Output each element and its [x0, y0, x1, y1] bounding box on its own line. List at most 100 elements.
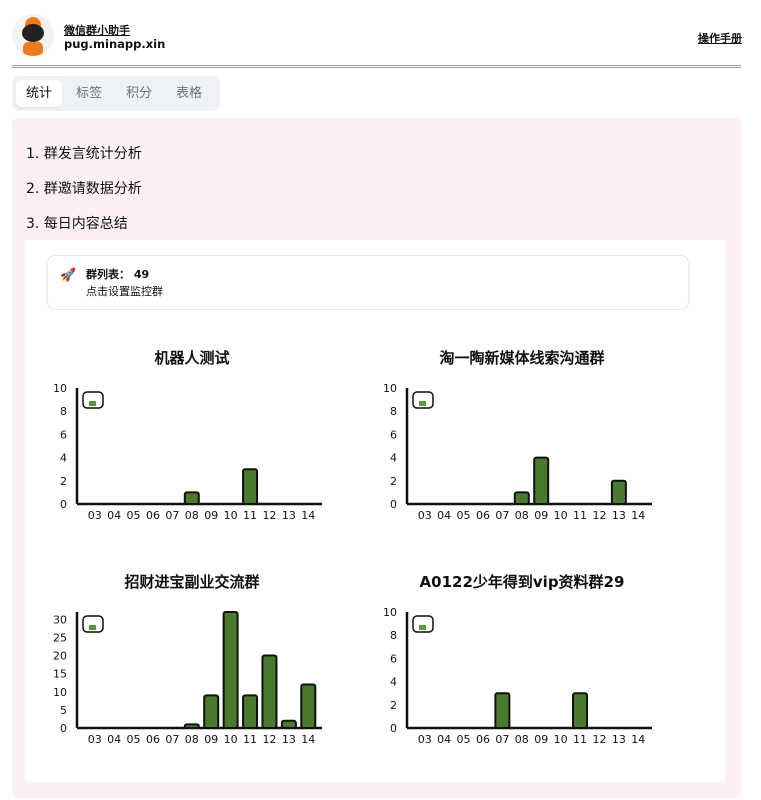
y-tick-label: 10: [53, 382, 67, 395]
x-tick-label: 03: [418, 733, 432, 746]
legend-box: [82, 615, 104, 633]
y-tick-label: 10: [53, 686, 67, 699]
y-tick-label: 2: [390, 475, 397, 488]
setup-monitor-link[interactable]: 点击设置监控群: [86, 285, 163, 298]
chart-title: 招财进宝副业交流群: [124, 573, 259, 591]
y-tick-label: 15: [53, 668, 67, 681]
x-tick-label: 09: [534, 733, 548, 746]
tab-table[interactable]: 表格: [176, 86, 203, 101]
x-tick-label: 14: [301, 509, 315, 522]
x-tick-label: 13: [282, 509, 296, 522]
y-tick-label: 6: [390, 428, 397, 441]
x-tick-label: 03: [88, 509, 102, 522]
bar: [300, 683, 317, 729]
x-tick-label: 04: [437, 733, 451, 746]
x-tick-label: 06: [476, 509, 490, 522]
menu-item-speech-stats[interactable]: 1. 群发言统计分析: [26, 146, 142, 162]
x-tick-label: 09: [204, 509, 218, 522]
x-tick-label: 10: [224, 733, 238, 746]
legend-swatch: [89, 625, 96, 630]
group-count: 49: [133, 268, 150, 281]
y-tick-label: 0: [390, 722, 397, 735]
chart-title: 淘一陶新媒体线索沟通群: [438, 349, 604, 367]
x-tick-label: 11: [573, 733, 587, 746]
divider: [12, 65, 741, 68]
header: 微信群小助手 pug.minapp.xin 操作手册: [12, 12, 742, 58]
bar-chart: 机器人测试 0 2 4 6 8 10 03 04 05 06 07 08 09 10 11 12 13 14: [53, 349, 322, 522]
app-domain: pug.minapp.xin: [64, 37, 166, 51]
x-tick-label: 11: [573, 509, 587, 522]
legend-swatch: [419, 625, 426, 630]
y-tick-label: 4: [60, 452, 67, 465]
group-card[interactable]: 🚀 群列表： 49 点击设置监控群: [47, 255, 689, 310]
bar: [261, 654, 278, 729]
group-count-line: 群列表： 49: [86, 266, 149, 282]
x-tick-label: 14: [631, 733, 645, 746]
tab-tags[interactable]: 标签: [76, 86, 103, 101]
x-tick-label: 06: [146, 509, 160, 522]
x-tick-label: 13: [612, 733, 626, 746]
x-tick-label: 08: [185, 509, 199, 522]
x-tick-label: 07: [165, 733, 179, 746]
y-tick-label: 4: [390, 676, 397, 689]
x-tick-label: 11: [243, 733, 257, 746]
y-tick-label: 8: [390, 405, 397, 418]
group-list-label: 群列表：: [86, 268, 130, 281]
bar: [183, 723, 200, 729]
x-tick-label: 12: [262, 733, 276, 746]
x-tick-label: 06: [476, 733, 490, 746]
avatar: [12, 14, 54, 56]
pug-logo-icon: [22, 17, 44, 56]
x-tick-label: 12: [592, 509, 606, 522]
bar: [280, 719, 297, 729]
x-tick-label: 05: [127, 733, 141, 746]
y-tick-label: 0: [60, 498, 67, 511]
y-tick-label: 25: [53, 631, 67, 644]
tab-stats[interactable]: 统计: [16, 80, 63, 107]
legend-swatch: [419, 401, 426, 406]
x-tick-label: 04: [107, 733, 121, 746]
x-tick-label: 12: [592, 733, 606, 746]
x-tick-label: 05: [457, 733, 471, 746]
y-tick-label: 2: [390, 699, 397, 712]
bar: [494, 692, 511, 730]
x-tick-label: 07: [165, 509, 179, 522]
x-tick-label: 06: [146, 733, 160, 746]
x-tick-label: 03: [88, 733, 102, 746]
rocket-icon: 🚀: [60, 268, 77, 283]
x-tick-label: 13: [612, 509, 626, 522]
y-tick-label: 8: [60, 405, 67, 418]
manual-link[interactable]: 操作手册: [698, 32, 742, 45]
x-tick-label: 10: [554, 733, 568, 746]
tab-points[interactable]: 积分: [126, 86, 153, 101]
x-tick-label: 04: [107, 509, 121, 522]
x-tick-label: 08: [185, 733, 199, 746]
x-tick-label: 07: [495, 509, 509, 522]
app-name[interactable]: 微信群小助手: [64, 24, 130, 37]
x-tick-label: 11: [243, 509, 257, 522]
tab-bar: 统计 标签 积分 表格: [12, 76, 220, 111]
bar-chart: 淘一陶新媒体线索沟通群 0 2 4 6 8 10 03 04 05 06 07 08 09 10 11 12 13…: [383, 349, 652, 522]
y-tick-label: 4: [390, 452, 397, 465]
x-tick-label: 10: [224, 509, 238, 522]
bar: [222, 611, 239, 729]
x-tick-label: 04: [437, 509, 451, 522]
menu-item-daily-summary[interactable]: 3. 每日内容总结: [26, 216, 128, 232]
x-tick-label: 10: [554, 509, 568, 522]
x-tick-label: 09: [534, 509, 548, 522]
x-tick-label: 09: [204, 733, 218, 746]
menu-item-invite-stats[interactable]: 2. 群邀请数据分析: [26, 181, 142, 197]
legend-box: [82, 391, 104, 409]
y-tick-label: 0: [60, 722, 67, 735]
x-tick-label: 13: [282, 733, 296, 746]
bar-chart: A0122少年得到vip资料群29 0 2 4 6 8 10 03 04 05 06 07 08 09 10…: [383, 573, 652, 746]
x-tick-label: 03: [418, 509, 432, 522]
y-tick-label: 10: [383, 606, 397, 619]
x-tick-label: 05: [127, 509, 141, 522]
chart-area: 🚀 群列表： 49 点击设置监控群 机器人测试 0 2 4 6 8 10 03 04 05 06 07…: [25, 240, 725, 782]
x-tick-label: 12: [262, 509, 276, 522]
y-tick-label: 5: [60, 704, 67, 717]
y-tick-label: 6: [60, 428, 67, 441]
